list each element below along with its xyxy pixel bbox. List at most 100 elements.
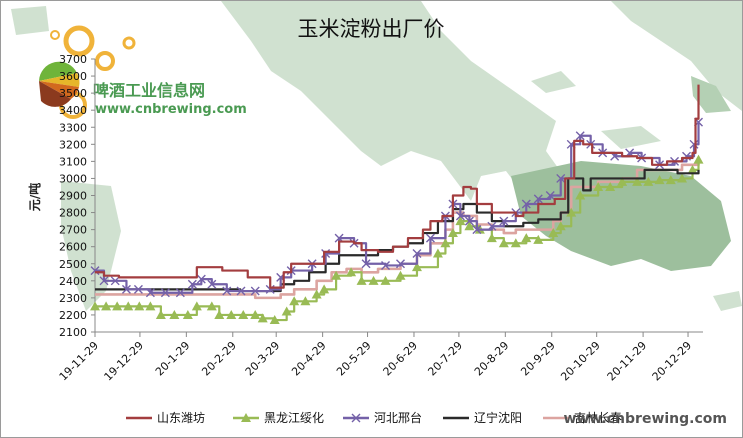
x-tick-label: 20-2-29	[199, 339, 239, 379]
triangle-marker	[605, 181, 616, 191]
x-marker	[207, 279, 217, 289]
logo-ball	[39, 61, 80, 107]
x-marker	[412, 249, 422, 259]
triangle-marker	[632, 176, 643, 186]
x-marker	[222, 286, 232, 296]
x-marker	[351, 413, 361, 423]
triangle-marker	[145, 301, 156, 311]
x-marker	[556, 173, 566, 183]
x-marker	[236, 286, 246, 296]
triangle-marker	[486, 233, 497, 243]
triangle-marker	[510, 238, 521, 248]
world-map-watermark	[11, 1, 742, 311]
triangle-marker	[617, 176, 628, 186]
legend-item-heilongjiang: 黑龙江绥化	[233, 411, 324, 425]
y-tick-label: 3600	[59, 70, 87, 83]
x-marker	[396, 259, 405, 269]
triangle-marker	[169, 309, 180, 319]
triangle-marker	[191, 301, 202, 311]
triangle-marker	[533, 234, 544, 244]
x-tick-label: 20-6-29	[381, 339, 421, 379]
x-marker	[425, 233, 435, 243]
triangle-marker	[447, 228, 458, 238]
x-marker	[133, 284, 143, 294]
logo-ring-large	[63, 25, 95, 57]
logo-site-url: www.cnbrewing.com	[95, 102, 247, 117]
x-marker	[521, 199, 531, 209]
triangle-marker	[356, 275, 367, 285]
y-tick-label: 3100	[59, 155, 87, 168]
x-marker	[533, 194, 543, 204]
x-marker	[472, 225, 482, 235]
triangle-marker	[432, 248, 443, 258]
map-island-3	[601, 126, 661, 149]
x-marker	[175, 288, 185, 298]
map-landmass-asia	[221, 1, 571, 201]
x-marker	[250, 286, 260, 296]
series-heilongjiang	[90, 154, 704, 325]
map-island-ne	[691, 76, 731, 113]
triangle-marker	[593, 181, 604, 191]
x-tick-label: 20-10-29	[558, 339, 603, 384]
y-tick-label: 2900	[59, 190, 87, 203]
x-marker	[121, 284, 131, 294]
y-tick-label: 2500	[59, 258, 87, 271]
triangle-marker	[693, 154, 704, 164]
triangle-marker	[380, 275, 391, 285]
triangle-marker	[331, 270, 342, 280]
x-axis: 19-11-29 19-12-29 20-1-29 20-2-29 20-3-29 20-…	[57, 331, 703, 384]
triangle-marker	[226, 309, 237, 319]
x-tick-label: 20-7-29	[425, 339, 465, 379]
triangle-marker	[241, 413, 251, 422]
y-tick-label: 2700	[59, 224, 87, 237]
map-island-2	[531, 71, 576, 93]
triangle-marker	[257, 313, 268, 323]
logo-ring-tiny	[50, 30, 60, 40]
x-marker	[110, 276, 120, 286]
x-tick-label: 20-3-29	[243, 339, 283, 379]
footer-url-watermark: www.cnbrewing.com	[564, 411, 727, 427]
y-axis-label: 元/吨	[27, 183, 42, 211]
map-island-4	[713, 291, 742, 311]
triangle-marker	[440, 238, 451, 248]
y-tick-label: 2200	[59, 309, 87, 322]
series-liaoning	[95, 168, 700, 293]
x-marker	[499, 216, 509, 226]
triangle-marker	[687, 164, 698, 174]
y-axis: 2100 2200 2300 2400 2500 2600 2700 2800 2900 3000…	[59, 53, 96, 339]
triangle-marker	[368, 275, 379, 285]
legend-item-fifth: 吉林长春	[543, 411, 622, 425]
x-marker	[455, 211, 465, 221]
brewing-logo: 啤酒工业信息网 www.cnbrewing.com	[39, 25, 247, 119]
map-island-5	[11, 6, 49, 35]
triangle-marker	[90, 301, 100, 311]
legend-label: 河北邢台	[374, 410, 422, 425]
triangle-marker	[250, 309, 261, 319]
series-shandong	[95, 84, 700, 289]
x-tick-label: 19-11-29	[57, 339, 102, 384]
x-tick-label: 20-1-29	[153, 339, 193, 379]
triangle-marker	[112, 301, 123, 311]
triangle-marker	[548, 228, 559, 238]
series-line-shandong	[95, 84, 700, 289]
x-marker	[545, 191, 555, 200]
legend-item-hebei: 河北邢台	[343, 410, 422, 425]
triangle-marker	[677, 173, 688, 183]
triangle-marker	[555, 221, 566, 231]
legend-label: 辽宁沈阳	[474, 410, 522, 425]
triangle-marker	[455, 216, 466, 226]
y-tick-label: 3200	[59, 138, 87, 151]
logo-ring-medium	[95, 51, 115, 71]
triangle-marker	[654, 175, 665, 185]
y-tick-label: 2600	[59, 241, 87, 254]
triangle-marker	[300, 296, 311, 306]
y-tick-label: 3300	[59, 121, 87, 134]
x-marker	[160, 288, 170, 298]
x-tick-label: 20-4-29	[289, 339, 329, 379]
triangle-marker	[575, 190, 586, 200]
x-tick-label: 20-8-29	[472, 339, 512, 379]
legend-item-liaoning: 辽宁沈阳	[443, 410, 522, 425]
legend-label: 吉林长春	[574, 411, 622, 425]
x-tick-label: 20-12-29	[650, 339, 695, 384]
